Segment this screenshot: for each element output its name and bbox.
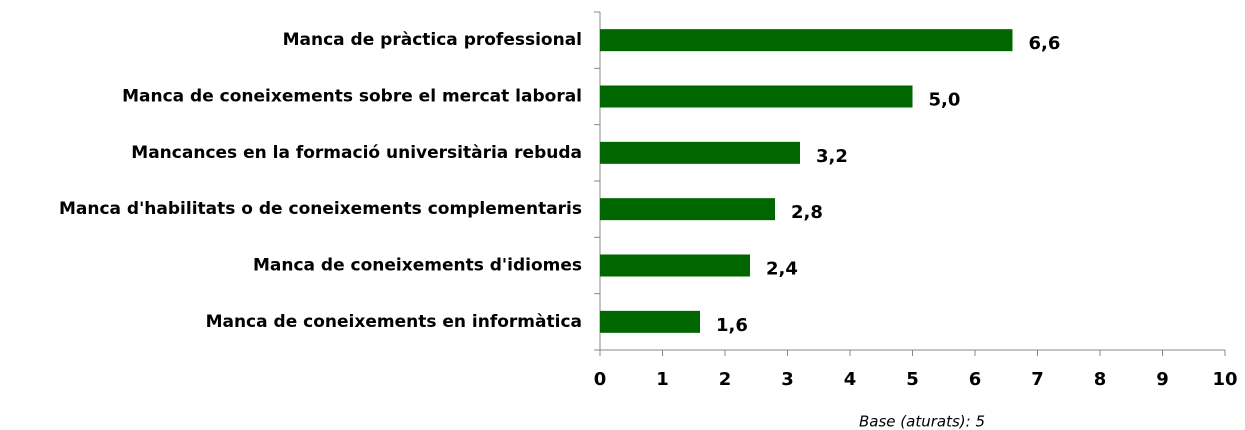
bar [600,29,1013,52]
value-label: 3,2 [816,146,848,167]
category-label: Manca de coneixements en informàtica [206,312,582,332]
bar [600,85,913,108]
bar [600,141,800,164]
x-tick-label: 7 [1031,369,1044,390]
x-tick-label: 3 [781,369,794,390]
category-label: Manca de coneixements sobre el mercat la… [122,87,582,107]
bar [600,198,775,221]
bar [600,310,700,333]
annotation: Base (aturats): 5 [859,413,985,430]
value-label: 6,6 [1029,33,1061,54]
x-tick-label: 4 [844,369,857,390]
value-label: 2,8 [791,202,823,223]
value-label: 1,6 [716,315,748,336]
category-label: Mancances en la formació universitària r… [131,143,582,163]
value-label: 5,0 [929,90,961,111]
x-tick-label: 9 [1156,369,1169,390]
bar [600,254,750,277]
x-tick-label: 2 [719,369,732,390]
x-tick-label: 8 [1094,369,1107,390]
value-label: 2,4 [766,259,798,280]
x-tick-label: 6 [969,369,982,390]
x-tick-label: 10 [1212,369,1237,390]
x-tick-label: 0 [594,369,607,390]
category-label: Manca de pràctica professional [283,30,582,50]
category-label: Manca d'habilitats o de coneixements com… [59,199,582,219]
x-tick-label: 1 [656,369,669,390]
x-tick-label: 5 [906,369,919,390]
category-label: Manca de coneixements d'idiomes [253,256,582,276]
